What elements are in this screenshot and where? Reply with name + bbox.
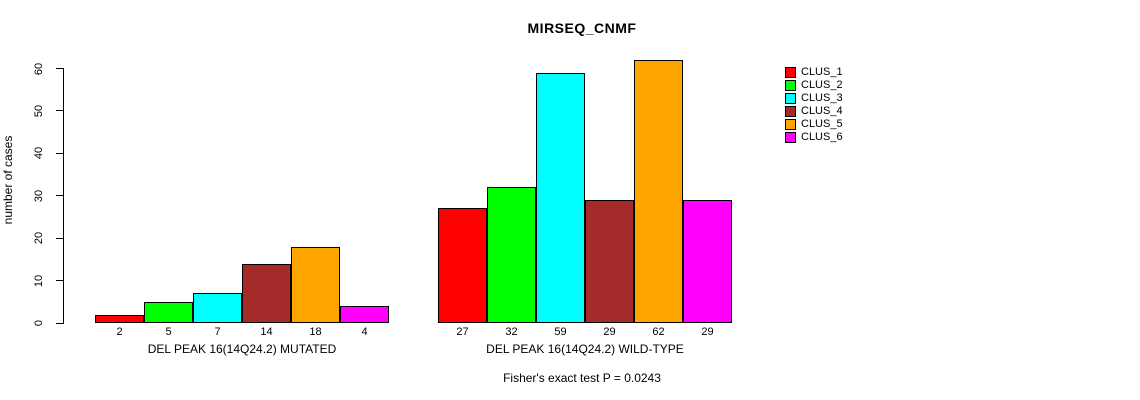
bar-clus_1-mutated — [95, 315, 144, 323]
legend-swatch-icon — [785, 67, 796, 78]
x-axis-group-label-wildtype: DEL PEAK 16(14Q24.2) WILD-TYPE — [486, 342, 684, 356]
bar-value-label: 4 — [361, 326, 368, 338]
y-tick — [56, 68, 64, 69]
y-tick-label: 50 — [33, 104, 45, 118]
y-tick — [56, 152, 64, 154]
legend-label: CLUS_4 — [801, 105, 843, 117]
bar-clus_3-wildtype — [536, 73, 585, 323]
y-tick-label: 0 — [33, 319, 45, 327]
x-axis-group-label-mutated: DEL PEAK 16(14Q24.2) MUTATED — [147, 342, 337, 356]
fisher-test-annotation: Fisher's exact test P = 0.0243 — [503, 371, 661, 385]
y-tick — [56, 195, 64, 197]
bar-value-label: 14 — [260, 326, 273, 338]
bar-value-label: 29 — [701, 326, 714, 338]
bar-clus_4-wildtype — [585, 200, 634, 323]
chart-title: MIRSEQ_CNMF — [527, 20, 637, 36]
bar-value-label: 62 — [652, 326, 665, 338]
legend-label: CLUS_1 — [801, 66, 843, 78]
y-tick-label: 20 — [33, 232, 45, 245]
bar-clus_2-mutated — [144, 302, 193, 323]
bar-clus_1-wildtype — [438, 208, 487, 323]
bar-value-label: 59 — [554, 326, 567, 338]
legend-swatch-icon — [785, 132, 796, 143]
y-tick-label: 60 — [33, 62, 45, 75]
bar-clus_2-wildtype — [487, 187, 536, 323]
bar-clus_5-mutated — [291, 247, 340, 323]
legend-label: CLUS_2 — [801, 79, 843, 91]
y-tick — [56, 322, 64, 324]
bar-clus_6-mutated — [340, 306, 389, 323]
legend-swatch-icon — [785, 80, 796, 91]
legend-label: CLUS_3 — [801, 92, 843, 104]
y-tick-label: 30 — [33, 189, 45, 202]
y-tick — [56, 110, 64, 112]
y-axis-title: number of cases — [1, 135, 15, 225]
legend-swatch-icon — [785, 93, 796, 104]
legend-label: CLUS_5 — [801, 118, 843, 130]
bar-clus_5-wildtype — [634, 60, 683, 323]
legend-swatch-icon — [785, 119, 796, 130]
bar-value-label: 2 — [116, 326, 123, 338]
y-tick — [56, 280, 64, 282]
bar-clus_3-mutated — [193, 293, 242, 323]
bar-value-label: 7 — [214, 326, 221, 338]
bar-value-label: 29 — [603, 326, 616, 338]
y-tick — [56, 237, 64, 239]
y-tick-label: 40 — [33, 147, 45, 160]
bar-value-label: 5 — [165, 326, 172, 338]
bar-clus_4-mutated — [242, 264, 291, 323]
bar-value-label: 32 — [505, 326, 518, 338]
legend-label: CLUS_6 — [801, 131, 843, 143]
legend-swatch-icon — [785, 106, 796, 117]
bar-value-label: 18 — [309, 326, 322, 338]
bar-value-label: 27 — [456, 326, 469, 338]
bar-clus_6-wildtype — [683, 200, 732, 323]
y-tick-label: 10 — [33, 274, 45, 287]
